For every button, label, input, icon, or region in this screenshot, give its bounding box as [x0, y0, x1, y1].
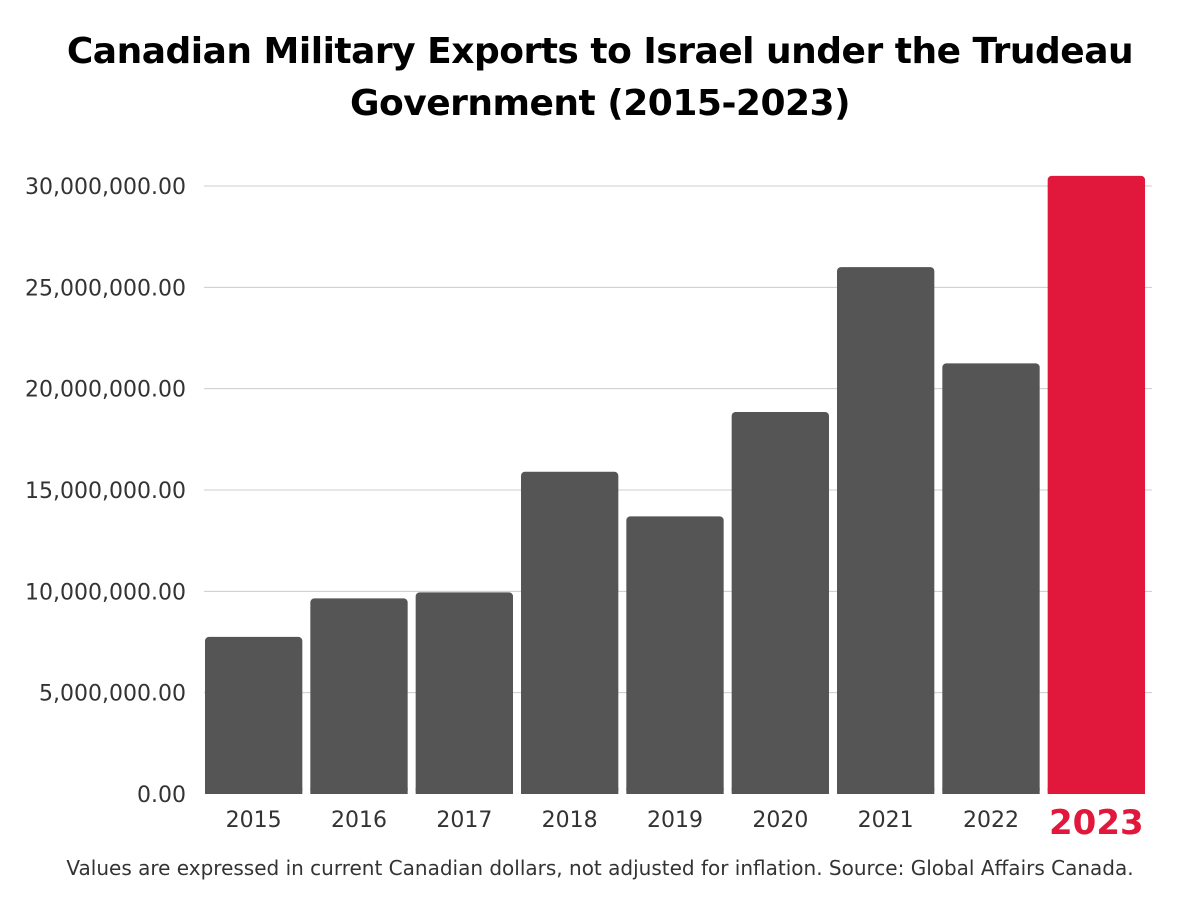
y-tick-label: 10,000,000.00: [25, 580, 186, 605]
bar-2021-base: [837, 788, 935, 794]
x-tick-label-2021: 2021: [858, 808, 914, 833]
y-tick-label: 5,000,000.00: [39, 682, 186, 707]
bar-2019-base: [626, 788, 724, 794]
bar-2018-base: [521, 788, 619, 794]
x-tick-label-2020: 2020: [752, 808, 808, 833]
bar-2015: [205, 636, 303, 794]
y-axis-tick-labels: 0.00 5,000,000.00 10,000,000.00 15,000,000.…: [25, 175, 186, 808]
y-tick-label: 30,000,000.00: [25, 175, 186, 200]
x-tick-label-2023: 2023: [1049, 803, 1144, 843]
chart-title: Canadian Military Exports to Israel unde…: [66, 31, 1134, 124]
bar-2018: [521, 471, 619, 794]
bar-2017: [415, 592, 513, 794]
bar-2016-base: [310, 788, 408, 794]
bar-2022-base: [942, 788, 1040, 794]
bar-2019: [626, 516, 724, 794]
x-tick-label-2015: 2015: [226, 808, 282, 833]
x-axis-category-labels: 2015 2016 2017 2018 2019 2020 2021 2022 2023: [226, 803, 1144, 843]
bar-2020-base: [731, 788, 829, 794]
x-tick-label-2017: 2017: [436, 808, 492, 833]
x-tick-label-2022: 2022: [963, 808, 1019, 833]
x-tick-label-2016: 2016: [331, 808, 387, 833]
bar-2023: [1047, 175, 1145, 794]
bar-2015-base: [205, 788, 303, 794]
bar-2017-base: [415, 788, 513, 794]
bar-2022: [942, 363, 1040, 794]
y-tick-label: 15,000,000.00: [25, 479, 186, 504]
y-tick-label: 20,000,000.00: [25, 378, 186, 403]
y-tick-label: 0.00: [137, 783, 186, 808]
bars: [205, 175, 1145, 795]
chart-footnote: Values are expressed in current Canadian…: [66, 856, 1134, 880]
bar-2016: [310, 598, 408, 794]
y-tick-label: 25,000,000.00: [25, 276, 186, 301]
x-tick-label-2019: 2019: [647, 808, 703, 833]
bar-2023-base: [1047, 788, 1145, 794]
x-tick-label-2018: 2018: [542, 808, 598, 833]
bar-2020: [731, 411, 829, 794]
bar-2021: [837, 267, 935, 795]
